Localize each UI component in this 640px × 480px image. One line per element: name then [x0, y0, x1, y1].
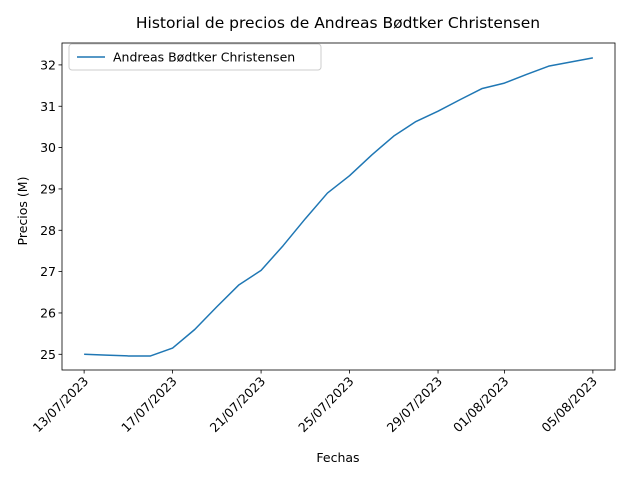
- x-tick-label: 29/07/2023: [384, 374, 446, 436]
- legend-entry: Andreas Bødtker Christensen: [113, 50, 295, 65]
- plot-area: 25 26 27 28 29 30 31 32 13/07/2023 17/07/2023 21/0…: [30, 42, 616, 436]
- y-tick-label: 26: [40, 305, 56, 320]
- legend: Andreas Bødtker Christensen: [68, 43, 322, 71]
- y-tick-label: 32: [40, 57, 56, 72]
- y-tick-label: 29: [40, 181, 56, 196]
- y-tick-label: 31: [40, 99, 56, 114]
- series-line-0: [84, 57, 594, 357]
- plot-frame: [61, 42, 616, 371]
- x-tick-label: 25/07/2023: [295, 374, 357, 436]
- x-axis-label: Fechas: [316, 450, 359, 465]
- x-tick-label: 21/07/2023: [207, 374, 269, 436]
- y-axis-label: Precios (M): [15, 177, 30, 246]
- y-tick-label: 27: [40, 264, 56, 279]
- x-tick-label: 13/07/2023: [30, 374, 92, 436]
- y-tick-label: 28: [40, 223, 56, 238]
- x-tick-label: 01/08/2023: [450, 374, 512, 436]
- legend-box: [68, 43, 322, 71]
- y-tick-label: 30: [40, 140, 56, 155]
- x-tick-label: 05/08/2023: [538, 374, 600, 436]
- x-tick-label: 17/07/2023: [118, 374, 180, 436]
- y-tick-label: 25: [40, 347, 56, 362]
- chart-title: Historial de precios de Andreas Bødtker …: [136, 14, 540, 32]
